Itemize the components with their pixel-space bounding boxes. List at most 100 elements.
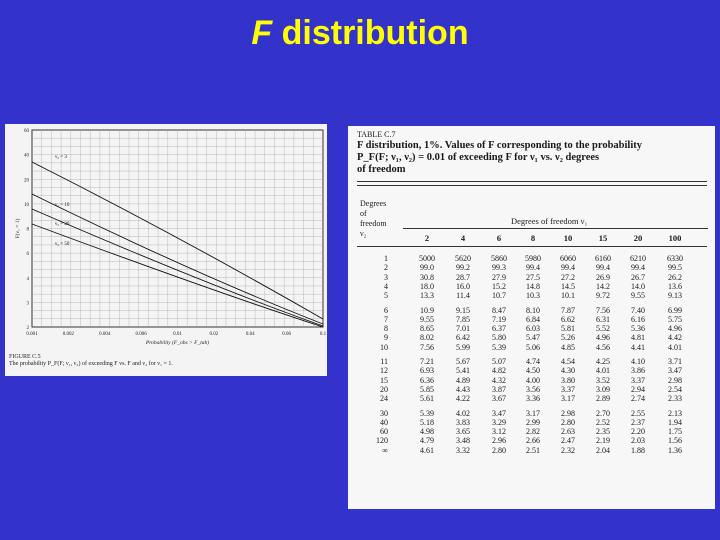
table-cell: 3.12 bbox=[492, 427, 506, 437]
table-cell: 4.30 bbox=[561, 366, 575, 376]
table-cell: 2.55 bbox=[631, 408, 645, 418]
row-v2: 3 bbox=[384, 272, 388, 282]
row-v2: 1 bbox=[384, 254, 388, 263]
row-v2: 7 bbox=[384, 314, 388, 324]
column-header: 2 bbox=[424, 233, 430, 243]
f-probability-figure: ν₂ = 3 ν₂ = 10 ν₂ = 20 ν₂ = 50 60 40 20 10 8 6 4 3… bbox=[5, 124, 327, 376]
column-header: 20 bbox=[633, 233, 643, 243]
table-cell: 2.47 bbox=[561, 436, 575, 446]
table-cell: 10.1 bbox=[561, 291, 575, 301]
row-v2: 4 bbox=[384, 281, 388, 291]
table-row: 1 5000 5620 5860 5980 6060 6160 6210 6330 bbox=[348, 254, 715, 264]
table-cell: 4.98 bbox=[420, 427, 434, 437]
table-row: 10 7.56 5.99 5.39 5.06 4.85 4.56 4.41 4.01 bbox=[348, 343, 715, 353]
table-cell: 2.94 bbox=[631, 384, 645, 394]
table-cell: 1.36 bbox=[668, 445, 682, 455]
table-cell: 6.03 bbox=[526, 324, 540, 334]
table-cell: 7.01 bbox=[456, 324, 470, 334]
table-row: 4 18.0 16.0 15.2 14.8 14.5 14.2 14.0 13.6 bbox=[348, 282, 715, 292]
table-cell: 5.85 bbox=[420, 384, 434, 394]
table-cell: 14.8 bbox=[526, 281, 540, 291]
table-cell: 27.5 bbox=[526, 272, 540, 282]
table-cell: 5.47 bbox=[526, 333, 540, 343]
y-tick-label: 3 bbox=[27, 301, 30, 306]
table-title: F distribution, 1%. Values of F correspo… bbox=[357, 140, 707, 176]
table-cell: 3.37 bbox=[631, 375, 645, 385]
table-rule-head bbox=[357, 246, 707, 247]
table-label: TABLE C.7 bbox=[357, 130, 396, 139]
row-v2: 24 bbox=[380, 394, 388, 404]
table-row: 3 30.8 28.7 27.9 27.5 27.2 26.9 26.7 26.2 bbox=[348, 273, 715, 283]
table-cell: 26.2 bbox=[668, 272, 682, 282]
table-cell: 4.42 bbox=[668, 333, 682, 343]
table-cell: 7.40 bbox=[631, 305, 645, 315]
table-cell: 5860 bbox=[491, 254, 507, 263]
table-cell: 4.41 bbox=[631, 342, 645, 352]
table-cell: 15.2 bbox=[492, 281, 506, 291]
table-cell: 8.02 bbox=[420, 333, 434, 343]
table-cell: 9.55 bbox=[420, 314, 434, 324]
table-cell: 4.96 bbox=[668, 324, 682, 334]
table-cell: 3.71 bbox=[668, 357, 682, 366]
table-cell: 2.96 bbox=[492, 436, 506, 446]
table-row: ∞ 4.61 3.32 2.80 2.51 2.32 2.04 1.88 1.36 bbox=[348, 446, 715, 456]
table-title-line: of freedom bbox=[357, 164, 406, 175]
table-cell: 4.00 bbox=[526, 375, 540, 385]
row-v2: 40 bbox=[380, 417, 388, 427]
table-cell: 4.85 bbox=[561, 342, 575, 352]
x-axis-label: Probability (F_obs > F_tab) bbox=[145, 339, 209, 346]
x-tick-label: 0.001 bbox=[26, 332, 38, 337]
table-cell: 5.18 bbox=[420, 417, 434, 427]
f-curve bbox=[31, 223, 324, 328]
table-cell: 6060 bbox=[560, 254, 576, 263]
stub-line: Degrees bbox=[360, 199, 387, 208]
table-cell: 3.17 bbox=[526, 408, 540, 418]
table-cell: 1.56 bbox=[668, 436, 682, 446]
title-f: F bbox=[251, 14, 273, 52]
table-cell: 5.07 bbox=[492, 357, 506, 366]
table-cell: 2.80 bbox=[561, 417, 575, 427]
table-cell: 6.36 bbox=[420, 375, 434, 385]
table-cell: 4.22 bbox=[456, 394, 470, 404]
table-cell: 5.61 bbox=[420, 394, 434, 404]
row-v2: 2 bbox=[384, 263, 388, 273]
table-row: 8 8.65 7.01 6.37 6.03 5.81 5.52 5.36 4.96 bbox=[348, 324, 715, 334]
table-cell: 5.26 bbox=[561, 333, 575, 343]
table-cell: 1.75 bbox=[668, 427, 682, 437]
table-cell: 2.13 bbox=[668, 408, 682, 418]
table-cell: 99.0 bbox=[420, 263, 434, 273]
table-cell: 4.01 bbox=[668, 342, 682, 352]
table-cell: 4.56 bbox=[596, 342, 610, 352]
table-cell: 8.65 bbox=[420, 324, 434, 334]
table-cell: 3.83 bbox=[456, 417, 470, 427]
table-cell: 16.0 bbox=[456, 281, 470, 291]
table-cell: 3.52 bbox=[596, 375, 610, 385]
table-cell: 3.37 bbox=[561, 384, 575, 394]
table-row: 7 9.55 7.85 7.19 6.84 6.62 6.31 6.16 5.75 bbox=[348, 315, 715, 325]
y-tick-label: 10 bbox=[24, 203, 30, 208]
table-cell: 3.86 bbox=[631, 366, 645, 376]
table-cell: 10.7 bbox=[492, 291, 506, 301]
table-row: 30 5.39 4.02 3.47 3.17 2.98 2.70 2.55 2.13 bbox=[348, 409, 715, 419]
table-cell: 5.75 bbox=[668, 314, 682, 324]
table-cell: 3.32 bbox=[456, 445, 470, 455]
table-cell: 2.66 bbox=[526, 436, 540, 446]
y-tick-label: 6 bbox=[27, 252, 30, 257]
column-header: 15 bbox=[598, 233, 608, 243]
table-cell: 4.32 bbox=[492, 375, 506, 385]
table-cell: 3.29 bbox=[492, 417, 506, 427]
table-cell: 9.15 bbox=[456, 305, 470, 315]
table-cell: 99.4 bbox=[526, 263, 540, 273]
f-curve bbox=[31, 161, 324, 320]
x-tick-label: 0.06 bbox=[282, 332, 291, 337]
table-cell: 3.87 bbox=[492, 384, 506, 394]
table-cell: 7.19 bbox=[492, 314, 506, 324]
table-cell: 4.81 bbox=[631, 333, 645, 343]
f-table-page: TABLE C.7 F distribution, 1%. Values of … bbox=[348, 126, 715, 509]
table-cell: 5.99 bbox=[456, 342, 470, 352]
row-v2: 11 bbox=[380, 357, 388, 366]
slide-title: F distribution bbox=[0, 14, 720, 53]
table-cell: 11.4 bbox=[456, 291, 470, 301]
table-cell: 14.0 bbox=[631, 281, 645, 291]
table-cell: 99.2 bbox=[456, 263, 470, 273]
